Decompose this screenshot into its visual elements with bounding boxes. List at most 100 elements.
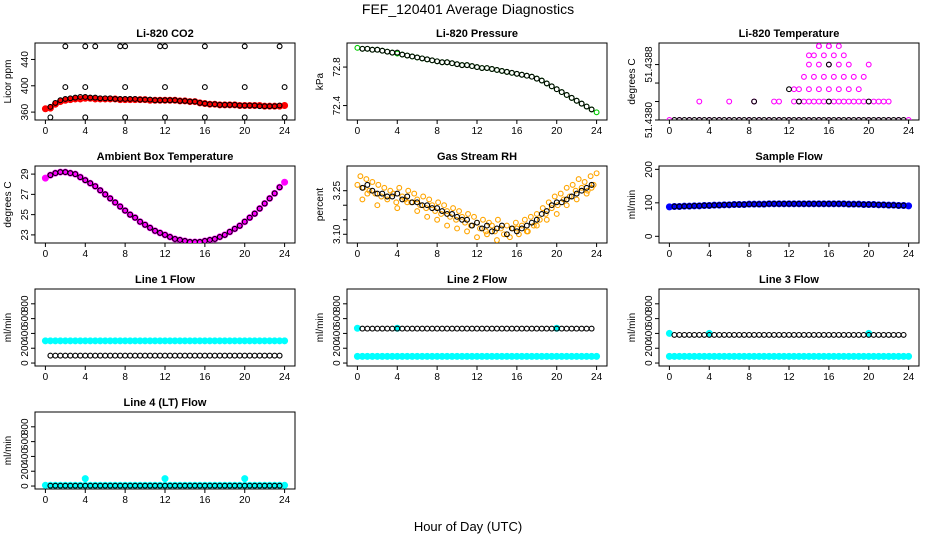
data-point bbox=[568, 325, 575, 332]
series-average bbox=[671, 200, 907, 210]
data-point bbox=[132, 214, 139, 221]
data-point bbox=[484, 222, 490, 229]
data-point bbox=[359, 184, 366, 191]
data-point bbox=[593, 170, 600, 177]
data-point bbox=[157, 43, 163, 50]
data-point bbox=[528, 325, 535, 332]
data-point bbox=[850, 73, 857, 80]
data-point bbox=[82, 43, 89, 50]
data-point bbox=[500, 231, 507, 238]
x-tick-label: 16 bbox=[511, 372, 523, 383]
data-point bbox=[82, 352, 89, 359]
x-tick-label: 0 bbox=[43, 372, 49, 383]
data-point bbox=[41, 174, 49, 182]
data-point bbox=[281, 337, 289, 345]
data-point bbox=[573, 97, 580, 104]
data-point bbox=[558, 199, 565, 206]
data-point bbox=[216, 352, 223, 359]
data-point bbox=[572, 187, 579, 194]
data-point bbox=[67, 352, 74, 359]
data-point bbox=[364, 45, 371, 52]
data-point bbox=[142, 352, 149, 359]
data-point bbox=[558, 89, 565, 96]
data-point bbox=[271, 352, 278, 359]
data-point bbox=[127, 352, 134, 359]
data-point bbox=[815, 331, 822, 338]
data-point bbox=[497, 225, 504, 232]
data-point bbox=[167, 352, 173, 359]
data-point bbox=[503, 325, 510, 332]
x-tick-label: 4 bbox=[82, 249, 88, 260]
series-average bbox=[47, 482, 283, 489]
data-point bbox=[379, 190, 386, 197]
data-point bbox=[528, 219, 535, 226]
data-points bbox=[666, 43, 912, 120]
data-point bbox=[393, 199, 400, 206]
x-tick-label: 8 bbox=[746, 249, 752, 260]
data-point bbox=[72, 352, 79, 359]
data-point bbox=[82, 84, 89, 91]
data-point bbox=[137, 352, 144, 359]
data-point bbox=[369, 46, 376, 53]
data-point bbox=[47, 172, 54, 179]
x-tick-label: 16 bbox=[823, 372, 835, 383]
data-point bbox=[518, 325, 525, 332]
data-point bbox=[518, 225, 525, 232]
series-raw bbox=[665, 329, 913, 360]
data-point bbox=[266, 352, 273, 359]
y-axis-title: percent bbox=[315, 188, 326, 222]
data-point bbox=[860, 98, 867, 105]
data-point bbox=[810, 52, 817, 59]
x-tick-label: 20 bbox=[551, 126, 563, 137]
data-point bbox=[147, 352, 154, 359]
data-point bbox=[548, 83, 555, 90]
data-point bbox=[241, 43, 248, 50]
data-point bbox=[276, 352, 283, 359]
series-outliers bbox=[47, 43, 288, 120]
data-point bbox=[389, 49, 396, 56]
data-point bbox=[493, 225, 500, 232]
y-tick-label: 200 bbox=[644, 161, 655, 178]
data-point bbox=[409, 53, 416, 60]
data-points bbox=[41, 475, 289, 489]
y-tick-label: 600 bbox=[332, 310, 343, 327]
data-point bbox=[256, 352, 263, 359]
data-point bbox=[147, 224, 154, 231]
x-tick-label: 8 bbox=[122, 372, 128, 383]
data-point bbox=[830, 73, 837, 80]
data-point bbox=[523, 228, 530, 235]
data-point bbox=[404, 325, 411, 332]
data-points bbox=[665, 329, 913, 360]
data-point bbox=[830, 52, 837, 59]
data-point bbox=[439, 325, 446, 332]
data-point bbox=[378, 193, 385, 200]
data-point bbox=[469, 325, 475, 332]
x-tick-label: 24 bbox=[279, 372, 291, 383]
data-point bbox=[820, 331, 827, 338]
data-point bbox=[860, 331, 867, 338]
data-point bbox=[880, 98, 887, 105]
data-point bbox=[142, 221, 149, 228]
data-point bbox=[513, 228, 520, 235]
data-point bbox=[503, 222, 510, 229]
data-point bbox=[122, 352, 129, 359]
data-point bbox=[216, 233, 223, 240]
data-point bbox=[471, 213, 477, 220]
data-point bbox=[870, 98, 877, 105]
data-point bbox=[880, 331, 887, 338]
data-point bbox=[414, 325, 421, 332]
data-point bbox=[177, 352, 183, 359]
data-point bbox=[474, 219, 480, 226]
data-point bbox=[449, 60, 456, 67]
data-point bbox=[825, 43, 832, 50]
y-tick-label: 51.4388 bbox=[644, 46, 655, 83]
data-point bbox=[241, 352, 248, 359]
y-tick-label: 3.25 bbox=[332, 181, 343, 201]
data-point bbox=[508, 325, 515, 332]
data-point bbox=[825, 86, 832, 93]
data-point bbox=[895, 331, 902, 338]
data-point bbox=[241, 114, 248, 120]
data-point bbox=[696, 98, 703, 105]
